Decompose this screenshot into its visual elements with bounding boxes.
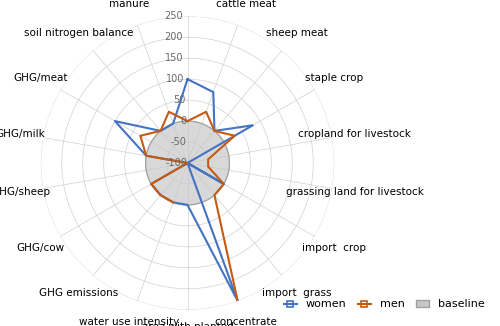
Text: 200: 200 <box>164 32 183 42</box>
Polygon shape <box>146 121 230 205</box>
Text: 0: 0 <box>180 116 186 126</box>
Text: 100: 100 <box>166 74 184 84</box>
Text: -50: -50 <box>171 137 187 147</box>
Text: 250: 250 <box>164 11 182 22</box>
Text: -100: -100 <box>166 158 188 168</box>
Legend: women, men, baseline: women, men, baseline <box>280 295 490 314</box>
Text: 150: 150 <box>166 53 184 63</box>
Text: 50: 50 <box>173 95 186 105</box>
